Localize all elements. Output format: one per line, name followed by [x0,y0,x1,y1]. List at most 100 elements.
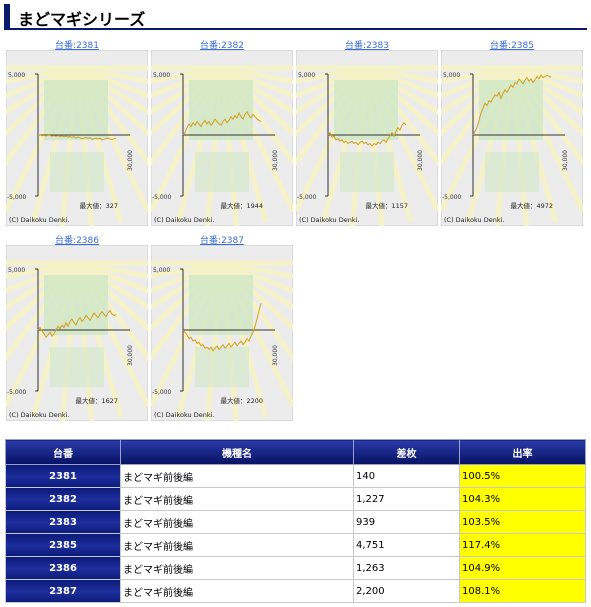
graph-card-2386[interactable]: 台番:2386 5,000 -5,000 30,000 最大値：1627 (C) Dai… [6,233,148,421]
graph-title-link[interactable]: 台番:2387 [200,236,244,246]
background-ray [76,260,148,294]
graph-card-2381[interactable]: 台番:2381 5,000 -5,000 30,000 最大値：327 (C) Daik… [6,38,148,226]
background-ray [6,65,78,84]
col-id-header: 台番 [5,439,121,465]
series-line [37,309,117,339]
series-line [37,134,117,141]
table-row: 2381 まどマギ前後編 140 100.5% [5,464,586,488]
graph-card-2385[interactable]: 台番:2385 5,000 -5,000 30,000 最大値：4972 (C) Dai… [441,38,583,226]
background-ray [221,260,293,294]
graph-title-link[interactable]: 台番:2381 [55,41,99,51]
y-tick-label-top: 5,000 [8,267,25,274]
table-row: 2382 まどマギ前後編 1,227 104.3% [5,487,586,511]
x-tick-label-right: 30,000 [127,150,134,171]
col-name-header: 機種名 [120,439,354,465]
background-ray [366,65,438,84]
graph-grid: 台番:2381 5,000 -5,000 30,000 最大値：327 (C) Daik… [6,38,583,421]
max-value-label: 最大値：4972 [510,201,553,210]
series-line [182,303,262,352]
x-tick-label-right: 30,000 [562,150,569,171]
y-tick-label-bottom: -5,000 [442,194,462,201]
y-tick-label-top: 5,000 [298,72,315,79]
background-ray [441,65,513,99]
machine-id: 2382 [5,487,121,511]
copyright-label: (C) Daikoku Denki. [299,216,360,224]
machine-id: 2387 [5,579,121,603]
background-ray [221,65,293,84]
background-ray [6,260,78,294]
background-ray [151,65,223,84]
rate-value: 104.3% [459,487,586,511]
background-ray [221,260,293,279]
background-ray [6,260,78,279]
y-tick-label-bottom: -5,000 [297,194,317,201]
machine-name: まどマギ前後編 [120,510,354,534]
copyright-label: (C) Daikoku Denki. [154,411,215,419]
copyright-label: (C) Daikoku Denki. [9,411,70,419]
max-value-label: 最大値：1157 [365,201,408,210]
series-line [327,122,407,147]
machine-name: まどマギ前後編 [120,556,354,580]
diff-value: 939 [353,510,460,534]
max-value-label: 最大値：1944 [220,201,263,210]
max-value-label: 最大値：2200 [220,396,263,405]
series-line [472,74,552,136]
background-ray [151,260,223,279]
rate-value: 117.4% [459,533,586,557]
copyright-label: (C) Daikoku Denki. [9,216,70,224]
graph-card-2387[interactable]: 台番:2387 5,000 -5,000 30,000 最大値：2200 (C) Dai… [151,233,293,421]
background-machine-base [340,152,394,192]
y-tick-label-bottom: -5,000 [7,389,27,396]
background-machine [334,80,398,140]
machine-id: 2386 [5,556,121,580]
col-diff-header: 差枚 [353,439,460,465]
background-ray [366,65,438,99]
background-machine-base [485,152,539,192]
background-ray [151,260,223,294]
series-line [182,110,262,136]
machine-id: 2381 [5,464,121,488]
background-machine-base [50,152,104,192]
rate-value: 104.9% [459,556,586,580]
machine-id: 2385 [5,533,121,557]
x-tick-label-right: 30,000 [127,345,134,366]
y-tick-label-bottom: -5,000 [152,389,172,396]
machine-table: 台番 機種名 差枚 出率 2381 まどマギ前後編 140 100.5% 238… [5,439,586,603]
rate-value: 103.5% [459,510,586,534]
graph-2381: 5,000 -5,000 30,000 最大値：327 (C) Daikoku Denk… [6,50,148,226]
diff-value: 140 [353,464,460,488]
table-row: 2385 まどマギ前後編 4,751 117.4% [5,533,586,557]
background-machine [44,80,108,140]
y-tick-label-top: 5,000 [153,72,170,79]
graph-card-2383[interactable]: 台番:2383 5,000 -5,000 30,000 最大値：1157 (C) Dai… [296,38,438,226]
graph-title-link[interactable]: 台番:2382 [200,41,244,51]
machine-name: まどマギ前後編 [120,533,354,557]
max-value-label: 最大値：1627 [75,396,118,405]
y-tick-label-top: 5,000 [443,72,460,79]
graph-title-link[interactable]: 台番:2385 [490,41,534,51]
background-ray [76,260,148,279]
background-ray [221,65,293,99]
max-value-label: 最大値：327 [80,201,118,210]
x-tick-label-right: 30,000 [272,150,279,171]
background-ray [511,65,583,84]
graph-title-link[interactable]: 台番:2383 [345,41,389,51]
graph-2386: 5,000 -5,000 30,000 最大値：1627 (C) Daikoku Den… [6,245,148,421]
graph-card-2382[interactable]: 台番:2382 5,000 -5,000 30,000 最大値：1944 (C) Dai… [151,38,293,226]
graph-2387: 5,000 -5,000 30,000 最大値：2200 (C) Daikoku Den… [151,245,293,421]
y-tick-label-bottom: -5,000 [152,194,172,201]
graph-2382: 5,000 -5,000 30,000 最大値：1944 (C) Daikoku Den… [151,50,293,226]
machine-name: まどマギ前後編 [120,464,354,488]
y-tick-label-top: 5,000 [153,267,170,274]
graph-title-link[interactable]: 台番:2386 [55,236,99,246]
machine-id: 2383 [5,510,121,534]
background-machine [189,275,253,335]
x-tick-label-right: 30,000 [272,345,279,366]
copyright-label: (C) Daikoku Denki. [154,216,215,224]
copyright-label: (C) Daikoku Denki. [444,216,505,224]
section-title: まどマギシリーズ [18,10,146,29]
background-machine [44,275,108,335]
background-ray [151,65,223,99]
rate-value: 100.5% [459,464,586,488]
diff-value: 2,200 [353,579,460,603]
